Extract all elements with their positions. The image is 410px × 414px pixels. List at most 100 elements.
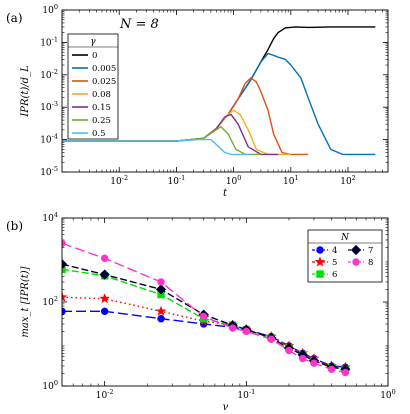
x-tick-label-base: 10 xyxy=(380,391,392,401)
data-point-6 xyxy=(62,265,66,274)
x-tick-label-base: 10 xyxy=(340,177,352,187)
legend-label-6: 6 xyxy=(332,270,337,280)
y-tick-label-base: 10 xyxy=(40,168,52,178)
legend-marker-5 xyxy=(314,256,326,267)
y-tick-label-base: 10 xyxy=(42,298,54,308)
legend-label-0.15: 0.15 xyxy=(92,103,111,113)
y-tick-label: 102 xyxy=(42,295,58,308)
y-tick-label-exp: 0 xyxy=(54,379,58,387)
legend-title: γ xyxy=(90,37,96,47)
legend-label-0.08: 0.08 xyxy=(92,90,111,100)
x-tick-label: 100 xyxy=(380,388,396,401)
y-tick-label-exp: -1 xyxy=(52,35,58,43)
x-tick-label: 10-1 xyxy=(168,174,186,187)
series-line-5 xyxy=(62,296,346,368)
data-point-8 xyxy=(157,278,165,286)
legend-marker-6 xyxy=(316,270,324,278)
y-tick-label-base: 10 xyxy=(42,382,54,392)
data-point-4 xyxy=(157,315,165,323)
data-point-8 xyxy=(199,312,208,321)
annotation: N = 8 xyxy=(119,17,159,32)
data-point-8 xyxy=(228,324,237,332)
x-axis-label: γ xyxy=(222,402,228,410)
legend-marker-4 xyxy=(316,246,324,254)
y-tick-label-base: 10 xyxy=(42,6,54,16)
data-point-8 xyxy=(62,239,66,247)
y-tick-label-base: 10 xyxy=(40,103,52,113)
legend-label-0.005: 0.005 xyxy=(92,64,116,74)
y-tick-label-exp: 0 xyxy=(54,3,58,11)
y-tick-label: 10-1 xyxy=(40,35,58,48)
x-tick-label-base: 10 xyxy=(110,177,122,187)
x-tick-label-exp: 0 xyxy=(392,388,396,396)
legend-label-7: 7 xyxy=(368,246,373,256)
data-point-4 xyxy=(100,307,109,316)
data-point-8 xyxy=(310,359,318,367)
x-tick-label-exp: 1 xyxy=(294,174,298,182)
series-line-0.5 xyxy=(62,138,251,156)
legend-label-0: 0 xyxy=(92,51,97,61)
x-tick-label: 10-2 xyxy=(96,388,114,401)
plot-frame xyxy=(61,217,389,387)
y-tick-label: 10-3 xyxy=(40,100,58,113)
y-tick-label-base: 10 xyxy=(40,71,52,81)
data-point-5 xyxy=(99,293,111,304)
legend-label-4: 4 xyxy=(332,246,337,256)
panel-label: (b) xyxy=(6,219,23,233)
legend-marker-7 xyxy=(350,244,362,256)
legend-label-8: 8 xyxy=(368,258,373,268)
x-tick-label-exp: 0 xyxy=(237,174,241,182)
y-tick-label-exp: 4 xyxy=(54,211,58,219)
x-tick-label-exp: -1 xyxy=(249,388,255,396)
legend-label-0.25: 0.25 xyxy=(92,116,111,126)
legend-label-0.5: 0.5 xyxy=(92,129,106,139)
x-tick-label: 100 xyxy=(226,174,242,187)
plot-frame xyxy=(61,9,389,173)
y-tick-label: 104 xyxy=(42,211,58,224)
data-point-7 xyxy=(62,258,68,270)
y-tick-label-exp: -3 xyxy=(52,100,58,108)
y-tick-label-base: 10 xyxy=(40,38,52,48)
x-tick-label-base: 10 xyxy=(168,177,180,187)
data-point-4 xyxy=(62,307,66,316)
x-tick-label-exp: -2 xyxy=(122,174,128,182)
data-point-8 xyxy=(267,335,275,343)
y-tick-label-base: 10 xyxy=(42,214,54,224)
x-tick-label: 101 xyxy=(283,174,299,187)
series-line-4 xyxy=(62,310,346,368)
data-point-7 xyxy=(155,284,167,295)
y-tick-label: 10-2 xyxy=(40,68,58,81)
data-point-8 xyxy=(299,354,307,363)
x-tick-label: 10-1 xyxy=(237,388,255,401)
series-group xyxy=(62,26,376,156)
data-point-7 xyxy=(99,269,110,280)
data-point-8 xyxy=(285,346,293,355)
x-tick-label: 10-2 xyxy=(110,174,128,187)
data-point-8 xyxy=(100,254,109,262)
data-point-8 xyxy=(242,327,251,336)
legend-label-5: 5 xyxy=(332,258,337,268)
legend-marker-8 xyxy=(352,258,360,266)
x-tick-label-base: 10 xyxy=(96,391,108,401)
legend-label-0.025: 0.025 xyxy=(92,77,116,87)
x-tick-label-base: 10 xyxy=(237,391,249,401)
y-tick-label-base: 10 xyxy=(40,136,52,146)
y-tick-label: 10-5 xyxy=(40,165,58,178)
y-tick-label: 10-4 xyxy=(40,133,58,146)
x-tick-label-base: 10 xyxy=(226,177,238,187)
data-point-5 xyxy=(155,305,167,316)
x-tick-label: 102 xyxy=(340,174,356,187)
data-point-8 xyxy=(327,365,336,373)
panel-1: (b) γ max_t [IPR(t)] N4 5 6 7 8 xyxy=(6,217,389,413)
x-tick-label-exp: -2 xyxy=(107,388,113,396)
panel-0: (a) t IPR(t)/d_L N = 8 γ 0 0.005 0.025 0.08 0.15 0… xyxy=(6,9,389,199)
legend-box xyxy=(67,33,119,140)
panel-label: (a) xyxy=(6,11,23,25)
x-axis-label: t xyxy=(223,188,228,199)
y-tick-label-exp: 2 xyxy=(54,295,58,303)
y-tick-label: 100 xyxy=(42,3,58,16)
series-group xyxy=(62,239,351,377)
y-axis-label: IPR(t)/d_L xyxy=(20,65,31,118)
